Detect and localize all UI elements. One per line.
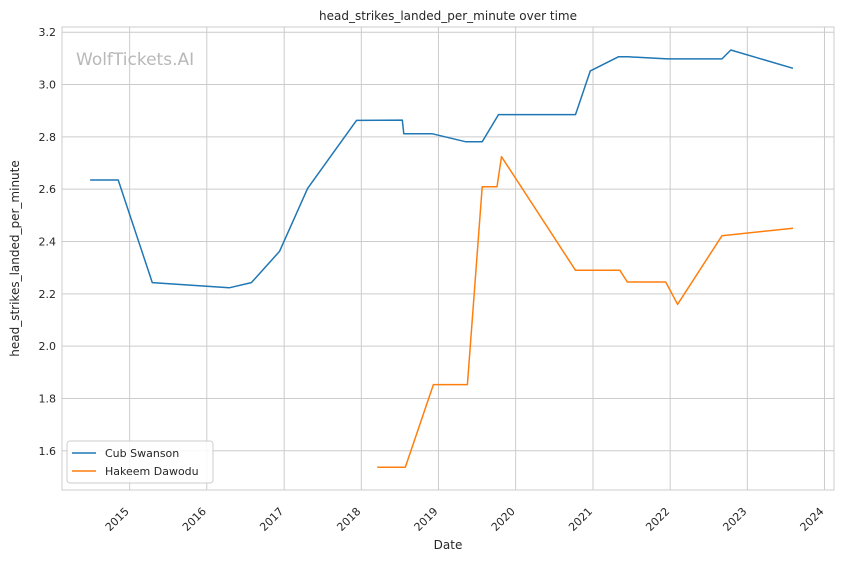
legend-label-0: Cub Swanson bbox=[105, 447, 179, 460]
y-tick-label: 2.2 bbox=[39, 288, 57, 301]
gridlines bbox=[62, 27, 834, 490]
legend: Cub Swanson Hakeem Dawodu bbox=[66, 440, 214, 484]
y-tick-label: 2.0 bbox=[39, 340, 57, 353]
y-tick-label: 2.4 bbox=[39, 235, 57, 248]
y-axis-label: head_strikes_landed_per_minute bbox=[8, 160, 22, 357]
y-tick-label: 1.6 bbox=[39, 445, 57, 458]
y-tick-label: 2.6 bbox=[39, 183, 57, 196]
plot-frame bbox=[61, 26, 835, 491]
legend-label-1: Hakeem Dawodu bbox=[105, 465, 199, 478]
watermark: WolfTickets.AI bbox=[76, 50, 194, 70]
series-line-1 bbox=[377, 155, 794, 468]
y-tick-label: 2.8 bbox=[39, 131, 57, 144]
y-tick-label: 3.2 bbox=[39, 26, 57, 39]
series-lines bbox=[90, 49, 794, 468]
x-axis-label: Date bbox=[434, 538, 463, 552]
legend-box bbox=[66, 440, 214, 484]
series-line-0 bbox=[90, 49, 794, 289]
chart-title: head_strikes_landed_per_minute over time bbox=[319, 9, 577, 23]
y-tick-label: 3.0 bbox=[39, 79, 57, 92]
y-tick-label: 1.8 bbox=[39, 392, 57, 405]
y-axis-ticks: 1.6 1.8 2.0 2.2 2.4 2.6 2.8 3.0 3.2 bbox=[39, 26, 57, 458]
